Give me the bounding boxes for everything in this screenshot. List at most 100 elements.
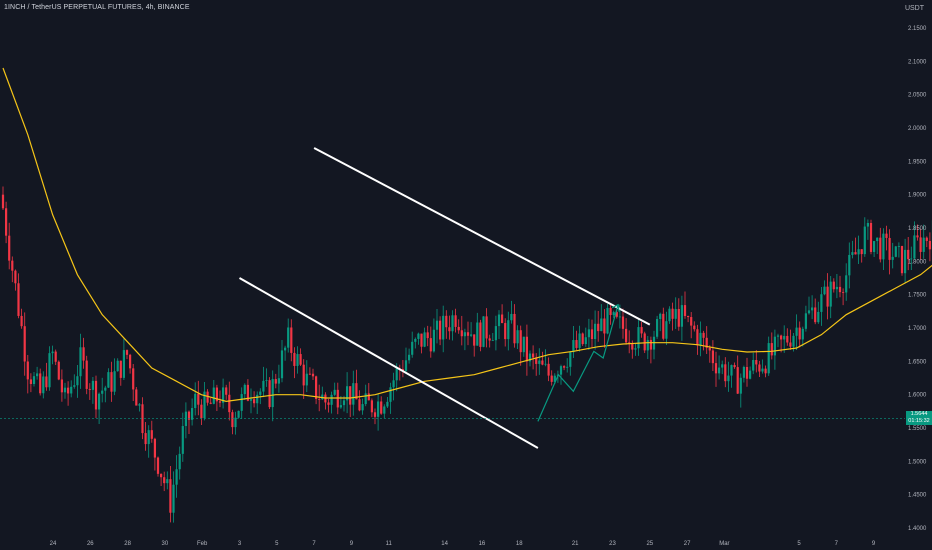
candle-body[interactable]: [835, 286, 838, 290]
candle-body[interactable]: [687, 316, 690, 318]
candle-body[interactable]: [804, 313, 807, 329]
candle-body[interactable]: [786, 335, 789, 343]
candle-body[interactable]: [67, 387, 70, 394]
candle-body[interactable]: [764, 368, 767, 374]
candle-body[interactable]: [761, 368, 764, 372]
candle-body[interactable]: [404, 360, 408, 371]
candle-body[interactable]: [249, 399, 253, 401]
time-axis[interactable]: 24 26 28 30 Feb 3 5 7 9 11 14 16 18 21 23 25 27 Mar 5 7 9: [50, 541, 876, 547]
candle-body[interactable]: [497, 314, 501, 327]
candle-body[interactable]: [907, 249, 910, 260]
candle-body[interactable]: [603, 318, 606, 334]
candle-body[interactable]: [153, 438, 156, 458]
candle-body[interactable]: [302, 364, 305, 386]
candle-body[interactable]: [20, 315, 23, 327]
candle-body[interactable]: [70, 386, 73, 394]
candle-body[interactable]: [634, 348, 637, 350]
candle-body[interactable]: [305, 373, 308, 386]
candle-body[interactable]: [373, 412, 377, 417]
candle-body[interactable]: [253, 399, 256, 404]
candle-body[interactable]: [550, 375, 553, 382]
candle-body[interactable]: [218, 401, 222, 403]
candle-body[interactable]: [60, 379, 63, 393]
candle-body[interactable]: [280, 350, 284, 379]
candle-body[interactable]: [138, 404, 141, 406]
candle-body[interactable]: [897, 246, 900, 247]
candle-body[interactable]: [885, 233, 888, 238]
candle-body[interactable]: [814, 307, 817, 323]
candle-body[interactable]: [665, 321, 668, 339]
candle-body[interactable]: [141, 404, 144, 434]
candle-body[interactable]: [798, 327, 801, 340]
candle-body[interactable]: [91, 380, 94, 390]
candle-body[interactable]: [711, 350, 714, 364]
candle-body[interactable]: [900, 246, 904, 274]
candle-body[interactable]: [113, 371, 116, 392]
candle-body[interactable]: [395, 368, 398, 381]
candle-body[interactable]: [770, 343, 773, 356]
candle-body[interactable]: [516, 330, 519, 344]
candle-body[interactable]: [389, 387, 392, 402]
candle-body[interactable]: [811, 307, 814, 311]
candle-body[interactable]: [538, 360, 541, 364]
candle-body[interactable]: [904, 249, 907, 274]
candle-body[interactable]: [559, 366, 563, 375]
candle-body[interactable]: [358, 399, 361, 411]
candle-body[interactable]: [882, 233, 885, 260]
candle-body[interactable]: [718, 367, 721, 374]
candle-body[interactable]: [166, 479, 169, 484]
candle-body[interactable]: [823, 286, 826, 295]
candle-body[interactable]: [262, 380, 265, 392]
candle-body[interactable]: [277, 378, 280, 384]
candle-body[interactable]: [48, 353, 51, 388]
candle-body[interactable]: [23, 326, 26, 362]
candle-body[interactable]: [916, 235, 919, 238]
candle-body[interactable]: [367, 393, 370, 401]
candle-body[interactable]: [315, 376, 318, 400]
candle-body[interactable]: [274, 379, 277, 384]
candle-body[interactable]: [504, 323, 507, 340]
candle-body[interactable]: [581, 333, 584, 345]
candle-body[interactable]: [442, 315, 445, 340]
candle-body[interactable]: [119, 360, 122, 378]
candle-body[interactable]: [857, 249, 860, 255]
candle-body[interactable]: [584, 337, 587, 345]
candle-body[interactable]: [215, 387, 218, 402]
candle-body[interactable]: [854, 252, 857, 255]
candle-body[interactable]: [547, 363, 550, 376]
candle-body[interactable]: [807, 310, 811, 314]
candle-body[interactable]: [690, 317, 693, 326]
candle-body[interactable]: [590, 329, 594, 340]
candle-body[interactable]: [845, 275, 848, 293]
candle-body[interactable]: [246, 384, 249, 401]
candle-body[interactable]: [501, 314, 504, 324]
candle-body[interactable]: [476, 322, 479, 346]
candle-body[interactable]: [451, 315, 454, 332]
candle-body[interactable]: [17, 283, 20, 316]
candle-body[interactable]: [507, 320, 510, 340]
candle-body[interactable]: [519, 330, 522, 353]
candle-body[interactable]: [820, 294, 823, 312]
candle-body[interactable]: [225, 387, 228, 395]
candle-body[interactable]: [271, 379, 274, 408]
candle-body[interactable]: [98, 393, 101, 410]
candle-body[interactable]: [618, 316, 621, 318]
candle-body[interactable]: [621, 316, 625, 329]
candle-body[interactable]: [364, 393, 367, 405]
candle-body[interactable]: [749, 370, 752, 379]
candle-body[interactable]: [780, 335, 783, 340]
candle-body[interactable]: [36, 373, 39, 377]
candle-body[interactable]: [792, 335, 795, 347]
candle-body[interactable]: [293, 352, 296, 366]
candle-body[interactable]: [383, 406, 386, 414]
candle-body[interactable]: [705, 337, 708, 348]
candle-body[interactable]: [144, 433, 147, 445]
candle-body[interactable]: [578, 333, 581, 348]
candle-body[interactable]: [683, 305, 687, 317]
candle-body[interactable]: [175, 469, 178, 485]
candle-body[interactable]: [913, 235, 916, 259]
candle-body[interactable]: [420, 333, 423, 347]
candle-body[interactable]: [342, 400, 346, 406]
candle-body[interactable]: [439, 320, 442, 340]
